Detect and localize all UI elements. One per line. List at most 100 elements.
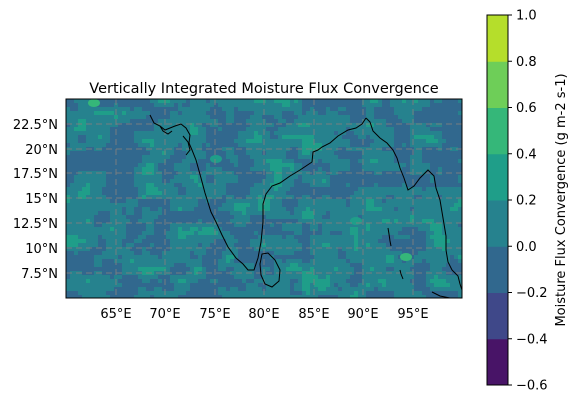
field-cell [306,231,311,236]
field-cell [302,123,307,128]
field-cell [314,163,319,168]
field-cell [118,255,123,260]
field-cell [330,295,335,298]
field-cell [218,167,223,172]
field-cell [130,283,135,288]
field-cell [66,167,71,172]
field-cell [198,131,203,136]
field-cell [174,155,179,160]
field-cell [410,103,415,108]
field-cell [350,223,355,228]
field-cell [230,211,235,216]
field-cell [274,291,279,296]
field-cell [226,99,231,104]
field-cell [390,167,395,172]
field-cell [218,291,223,296]
field-cell [402,131,407,136]
field-cell [178,115,183,120]
field-cell [258,139,263,144]
field-cell [350,207,355,212]
field-cell [78,123,83,128]
field-cell [222,251,227,256]
field-cell [338,239,343,244]
field-cell [342,191,347,196]
field-cell [270,223,275,228]
field-cell [450,195,455,200]
field-cell [230,215,235,220]
field-cell [118,163,123,168]
field-cell [158,223,163,228]
field-cell [378,179,383,184]
field-cell [186,111,191,116]
field-cell [330,135,335,140]
field-cell [130,227,135,232]
field-cell [454,159,459,164]
field-cell [362,287,367,292]
field-cell [394,187,399,192]
field-cell [426,255,431,260]
field-cell [194,167,199,172]
field-cell [346,259,351,264]
field-cell [346,187,351,192]
field-cell [458,127,462,132]
field-cell [446,159,451,164]
field-cell [286,263,291,268]
field-cell [282,279,287,284]
field-cell [110,263,115,268]
field-cell [82,235,87,240]
field-cell [366,159,371,164]
field-cell [158,227,163,232]
field-cell [426,235,431,240]
field-cell [214,163,219,168]
field-cell [330,171,335,176]
field-cell [222,103,227,108]
field-cell [86,199,91,204]
field-cell [230,163,235,168]
field-cell [190,115,195,120]
field-cell [118,131,123,136]
field-cell [290,147,295,152]
field-cell [426,163,431,168]
field-cell [150,115,155,120]
field-cell [250,155,255,160]
field-cell [138,127,143,132]
field-cell [106,107,111,112]
field-cell [286,199,291,204]
field-cell [358,279,363,284]
field-cell [98,279,103,284]
field-cell [318,283,323,288]
field-cell [326,211,331,216]
field-cell [154,239,159,244]
field-cell [178,107,183,112]
field-cell [182,231,187,236]
field-cell [154,223,159,228]
field-cell [370,287,375,292]
field-cell [274,203,279,208]
field-cell [66,151,71,156]
field-cell [194,195,199,200]
field-cell [254,275,259,280]
field-cell [146,199,151,204]
field-cell [238,183,243,188]
field-cell [166,287,171,292]
field-cell [170,183,175,188]
field-cell [70,295,75,298]
field-cell [82,131,87,136]
field-cell [274,219,279,224]
field-cell [342,183,347,188]
field-cell [350,167,355,172]
field-cell [326,155,331,160]
field-cell [70,179,75,184]
field-cell [262,255,267,260]
field-cell [410,195,415,200]
field-cell [330,159,335,164]
field-cell [94,135,99,140]
lat-tick-label: 12.5°N [13,217,58,232]
field-cell [82,175,87,180]
field-cell [306,179,311,184]
field-cell [322,279,327,284]
field-cell [306,243,311,248]
field-cell [370,215,375,220]
field-cell [370,271,375,276]
field-cell [190,239,195,244]
